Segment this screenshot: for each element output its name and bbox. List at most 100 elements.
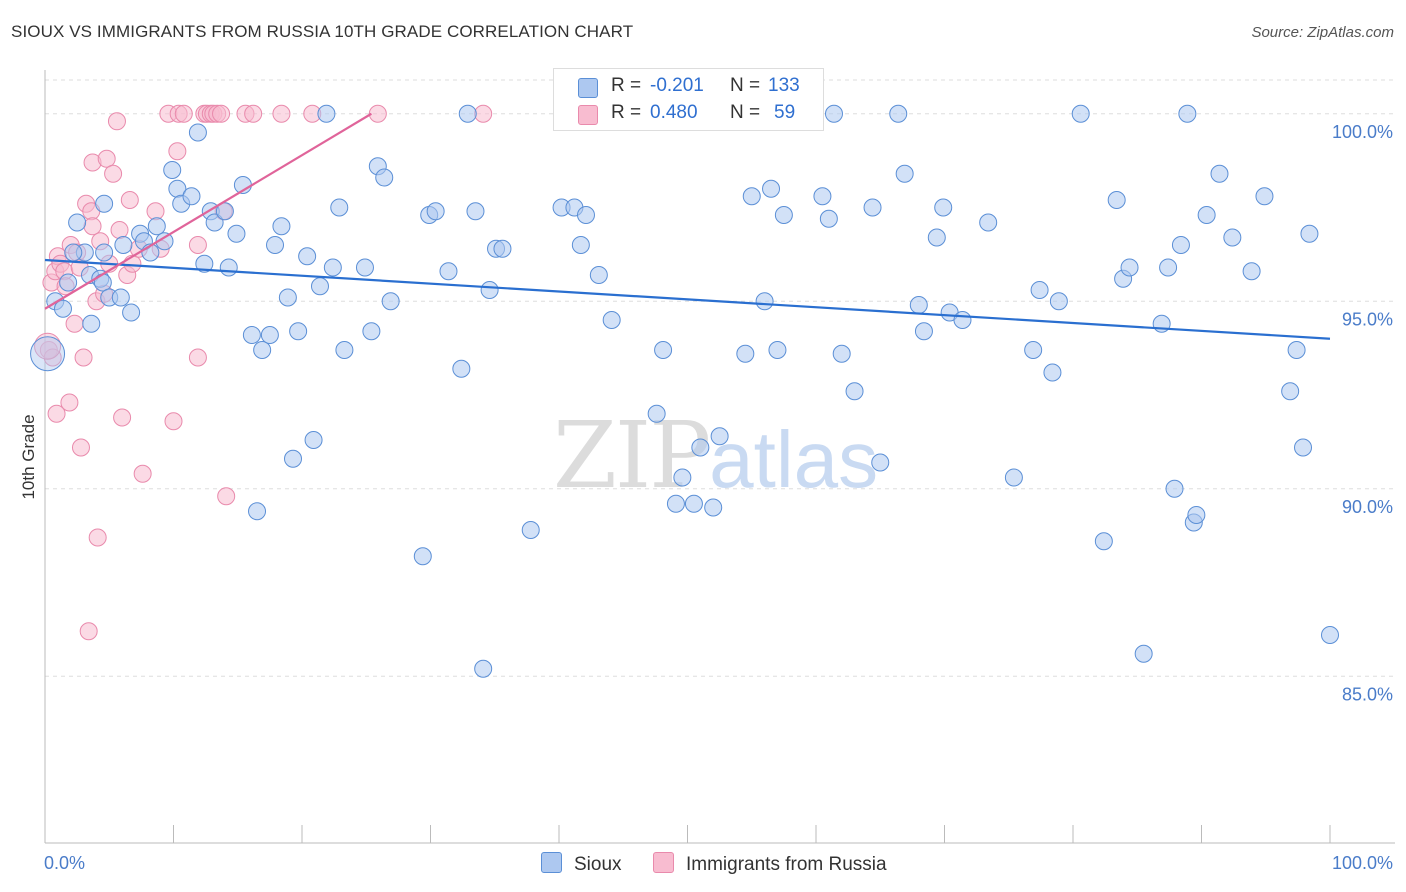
sioux-point bbox=[1223, 228, 1242, 247]
sioux-point bbox=[710, 427, 729, 446]
sioux-point bbox=[1107, 191, 1126, 209]
sioux-point bbox=[362, 322, 381, 341]
sioux-point bbox=[335, 341, 354, 359]
bottom-legend-sioux[interactable]: Sioux bbox=[541, 852, 622, 876]
sioux-point bbox=[736, 344, 755, 363]
russia-point bbox=[120, 191, 139, 209]
sioux-point bbox=[323, 258, 342, 277]
sioux-point bbox=[647, 404, 666, 423]
sioux-point bbox=[122, 303, 141, 322]
russia-point bbox=[212, 104, 231, 123]
sioux-point bbox=[1281, 382, 1300, 401]
sioux-point bbox=[64, 243, 83, 262]
sioux-point bbox=[521, 521, 540, 539]
russia-point bbox=[60, 393, 79, 412]
russia-point bbox=[104, 164, 123, 183]
sioux-point bbox=[147, 217, 166, 236]
trend-lines bbox=[44, 112, 1331, 340]
sioux-point bbox=[845, 382, 864, 401]
sioux-point bbox=[1134, 644, 1153, 663]
sioux-point bbox=[914, 322, 933, 341]
sioux-point bbox=[571, 236, 590, 254]
sioux-point bbox=[248, 502, 267, 521]
sioux-point bbox=[310, 277, 329, 296]
sioux-point bbox=[114, 236, 133, 254]
sioux-point bbox=[889, 104, 908, 123]
sioux-point bbox=[195, 254, 214, 273]
russia-point bbox=[47, 404, 66, 423]
legend-r-label: R = bbox=[611, 102, 642, 123]
sioux-point bbox=[272, 217, 291, 236]
sioux-point bbox=[375, 168, 394, 187]
watermark-zip: ZIP bbox=[553, 402, 711, 509]
legend-n-label: N = bbox=[730, 102, 761, 123]
sioux-point bbox=[480, 281, 499, 299]
legend-n-value-russia: 59 bbox=[774, 102, 796, 123]
sioux-point bbox=[205, 213, 224, 232]
russia-point bbox=[174, 104, 193, 123]
sioux-points bbox=[30, 104, 1339, 678]
sioux-point bbox=[1255, 187, 1274, 206]
sioux-point bbox=[762, 179, 781, 198]
sioux-point bbox=[163, 161, 182, 179]
sioux-point bbox=[95, 243, 114, 262]
bottom-legend-swatch-russia bbox=[653, 852, 674, 873]
legend-swatch-russia bbox=[578, 105, 598, 125]
sioux-point bbox=[381, 292, 400, 311]
sioux-point bbox=[813, 187, 832, 206]
sioux-point bbox=[895, 164, 914, 183]
legend-r-value-sioux: -0.201 bbox=[650, 75, 704, 96]
russia-point bbox=[110, 221, 129, 239]
sioux-point bbox=[1030, 281, 1049, 299]
sioux-point bbox=[304, 431, 323, 449]
sioux-point bbox=[278, 288, 297, 307]
sioux-point bbox=[1165, 479, 1184, 498]
sioux-point bbox=[53, 299, 72, 318]
y-tick-label: 90.0% bbox=[1342, 497, 1393, 517]
russia-point bbox=[113, 408, 132, 427]
sioux-point bbox=[68, 213, 87, 232]
russia-point bbox=[188, 348, 207, 367]
sioux-point bbox=[1178, 104, 1197, 123]
sioux-point bbox=[1071, 104, 1090, 123]
sioux-point bbox=[1004, 468, 1023, 487]
sioux-point bbox=[1294, 438, 1313, 457]
sioux-point bbox=[30, 336, 66, 372]
sioux-point bbox=[742, 187, 761, 206]
sioux-point bbox=[1043, 363, 1062, 382]
sioux-point bbox=[1210, 164, 1229, 183]
sioux-point bbox=[691, 438, 710, 457]
sioux-point bbox=[1171, 236, 1190, 254]
russia-point bbox=[65, 314, 84, 333]
sioux-point bbox=[871, 453, 890, 472]
sioux-point bbox=[819, 209, 838, 228]
legend-r-label: R = bbox=[611, 75, 642, 96]
sioux-point bbox=[452, 359, 471, 378]
sioux-point bbox=[439, 262, 458, 281]
sioux-point bbox=[413, 547, 432, 566]
sioux-point bbox=[289, 322, 308, 341]
sioux-point bbox=[909, 296, 928, 314]
russia-point bbox=[74, 348, 93, 367]
sioux-point bbox=[474, 659, 493, 678]
russia-point bbox=[97, 149, 116, 168]
sioux-point bbox=[219, 258, 238, 277]
watermark-atlas: atlas bbox=[709, 415, 879, 504]
sioux-point bbox=[589, 266, 608, 284]
sioux-point bbox=[284, 449, 303, 468]
sioux-point bbox=[1187, 506, 1206, 524]
russia-point bbox=[83, 217, 102, 236]
legend-n-label: N = bbox=[730, 75, 761, 96]
sioux-point bbox=[1159, 258, 1178, 277]
sioux-point bbox=[1024, 341, 1043, 359]
sioux-point bbox=[704, 498, 723, 517]
sioux-point bbox=[953, 311, 972, 329]
x-tick-label: 100.0% bbox=[1332, 853, 1393, 873]
axes bbox=[44, 70, 1395, 844]
russia-point bbox=[164, 412, 183, 431]
bottom-legend-label-russia: Immigrants from Russia bbox=[686, 854, 887, 875]
bottom-legend-russia[interactable]: Immigrants from Russia bbox=[653, 852, 887, 876]
russia-point bbox=[244, 104, 263, 123]
sioux-point bbox=[253, 341, 272, 359]
